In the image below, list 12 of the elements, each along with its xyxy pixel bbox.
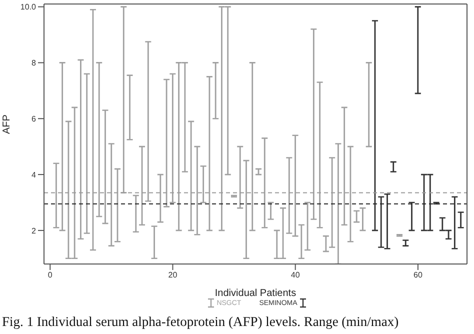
x-tick-label: 0	[48, 270, 53, 280]
x-axis-title: Individual Patients	[214, 288, 296, 299]
y-tick-label: 10.0	[20, 2, 37, 12]
x-tick-label: 60	[414, 270, 423, 280]
y-axis-title: AFP	[2, 114, 13, 134]
y-tick-label: 2	[32, 226, 37, 236]
y-tick-label: 8	[32, 58, 37, 68]
x-tick-label: 40	[290, 270, 300, 280]
x-tick-label: 20	[168, 270, 178, 280]
y-tick-label: 4	[32, 170, 37, 180]
caption: Fig. 1 Individual serum alpha-fetoprotein (AFP) levels. Range (min/max)	[1, 314, 400, 330]
y-tick-label: 6	[32, 114, 37, 124]
